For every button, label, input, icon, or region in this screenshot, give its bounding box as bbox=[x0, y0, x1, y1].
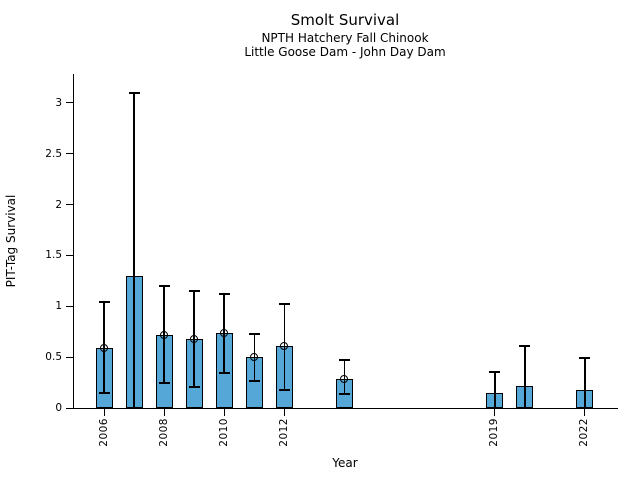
error-bar-line bbox=[493, 372, 496, 408]
y-tick-mark bbox=[66, 407, 73, 409]
error-bar-line bbox=[524, 345, 526, 408]
error-bar-cap-bottom bbox=[98, 391, 110, 394]
x-tick-label: 2019 bbox=[488, 418, 501, 447]
error-bar-cap-top bbox=[338, 359, 350, 362]
chart-subtitle-line1: NPTH Hatchery Fall Chinook bbox=[261, 31, 429, 45]
x-tick-label: 2012 bbox=[277, 418, 290, 447]
error-bar-cap-top bbox=[128, 91, 140, 94]
point-marker bbox=[160, 330, 169, 339]
chart-title: Smolt Survival bbox=[290, 11, 400, 29]
y-tick-label: 2.5 bbox=[45, 147, 62, 160]
x-tick-mark bbox=[283, 409, 285, 416]
error-bar-cap-top bbox=[248, 332, 260, 335]
x-tick-mark bbox=[584, 409, 586, 416]
y-tick-label: 0 bbox=[55, 402, 62, 414]
x-tick-label: 2006 bbox=[97, 418, 110, 447]
error-bar-cap-top bbox=[278, 303, 290, 306]
point-marker bbox=[340, 374, 349, 383]
y-tick-mark bbox=[66, 204, 73, 206]
error-bar-cap-bottom bbox=[338, 392, 350, 395]
y-tick-label: 1 bbox=[55, 300, 62, 313]
error-bar-cap-bottom bbox=[278, 388, 290, 391]
y-axis-label: PIT-Tag Survival bbox=[4, 194, 18, 288]
point-marker bbox=[250, 353, 259, 362]
x-tick-mark bbox=[163, 409, 165, 416]
x-tick-label: 2010 bbox=[217, 418, 230, 447]
y-tick-label: 1.5 bbox=[45, 249, 62, 262]
y-tick-mark bbox=[66, 102, 73, 104]
y-tick-mark bbox=[66, 356, 73, 358]
point-marker bbox=[100, 343, 109, 352]
error-bar-cap-top bbox=[489, 371, 501, 374]
x-axis-label: Year bbox=[332, 456, 358, 470]
error-bar-line bbox=[584, 358, 586, 408]
y-tick-mark bbox=[66, 305, 73, 307]
plot-area: 0 0.5 1 1.5 2 2.5 3 2006 2008 2010 2012 2019 2022 bbox=[45, 74, 618, 447]
error-bar-cap-bottom bbox=[158, 381, 170, 384]
error-bar-line bbox=[133, 92, 135, 408]
error-bar-cap-top bbox=[158, 284, 170, 287]
y-tick-label: 3 bbox=[55, 96, 62, 109]
x-tick-mark bbox=[103, 409, 105, 416]
error-bar-cap-top bbox=[579, 357, 591, 360]
y-tick-mark bbox=[66, 254, 73, 256]
y-tick-mark bbox=[66, 153, 73, 155]
x-tick-label: 2008 bbox=[157, 418, 170, 447]
error-bar-cap-top bbox=[188, 290, 200, 293]
x-tick-label: 2022 bbox=[578, 418, 591, 447]
error-bar-cap-bottom bbox=[188, 385, 200, 388]
y-tick-label: 2 bbox=[55, 198, 62, 211]
point-marker bbox=[220, 328, 229, 337]
x-tick-mark bbox=[223, 409, 225, 416]
chart-subtitle-line2: Little Goose Dam - John Day Dam bbox=[244, 45, 446, 59]
error-bar-cap-top bbox=[218, 293, 230, 296]
error-bar-cap-bottom bbox=[218, 372, 230, 375]
point-marker bbox=[280, 341, 289, 350]
y-tick-label: 0.5 bbox=[45, 351, 62, 364]
x-tick-mark bbox=[494, 409, 496, 416]
error-bar-cap-top bbox=[98, 301, 110, 304]
point-marker bbox=[190, 334, 199, 343]
error-bar-cap-top bbox=[519, 344, 531, 347]
error-bar-cap-bottom bbox=[248, 379, 260, 382]
